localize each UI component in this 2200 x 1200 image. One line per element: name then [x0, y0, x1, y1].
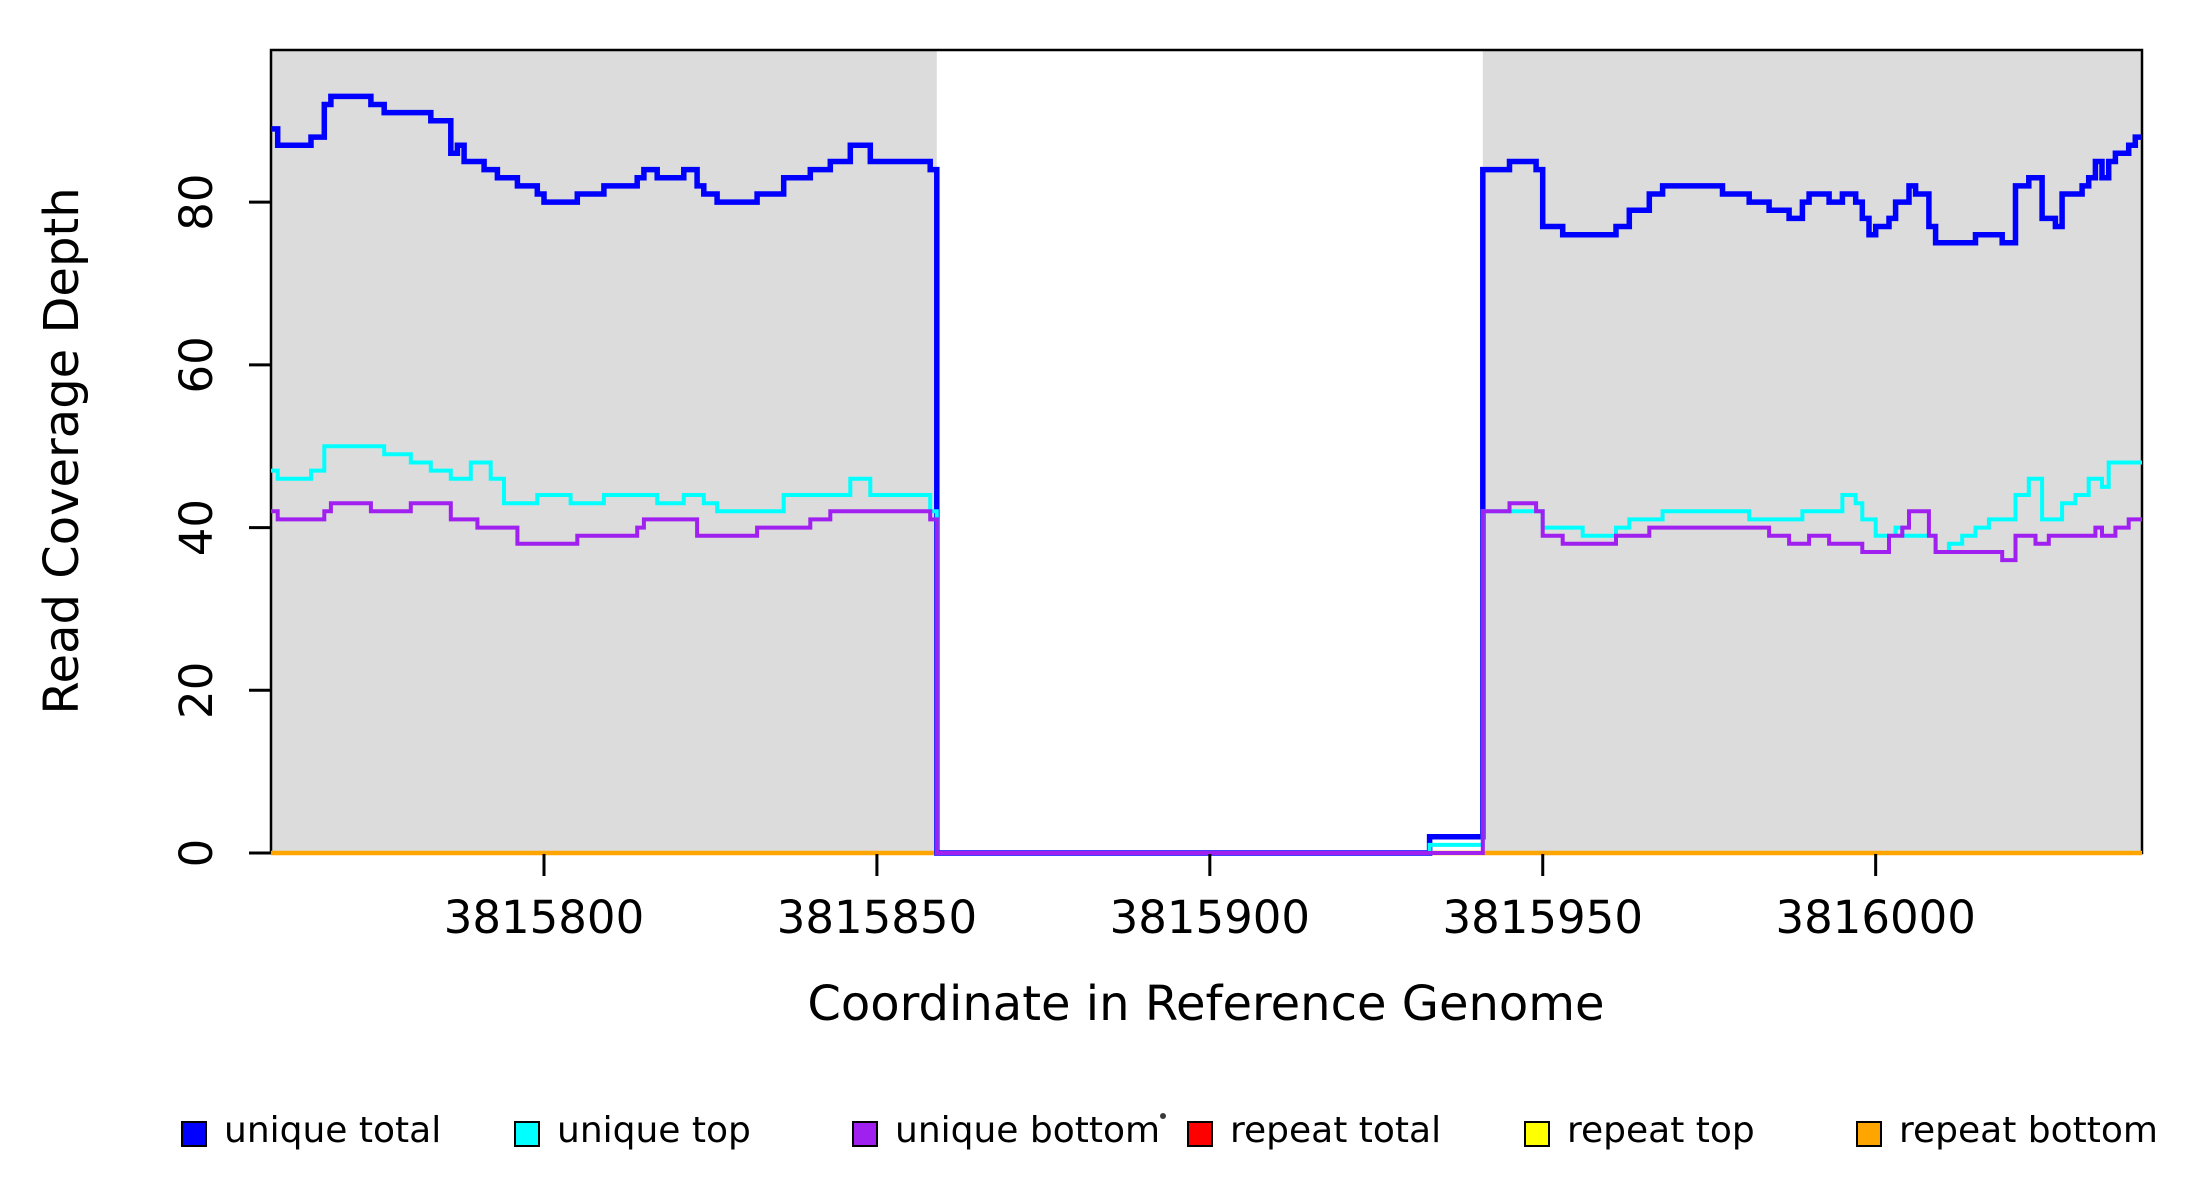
x-tick-label: 3815850 [777, 891, 977, 944]
legend: unique total unique top unique bottom repea… [181, 1110, 2158, 1151]
y-tick-label: 20 [170, 662, 223, 719]
legend-swatch-repeat-top [1524, 1121, 1550, 1147]
y-tick-label: 80 [170, 173, 223, 230]
legend-swatch-repeat-total [1187, 1121, 1213, 1147]
legend-swatch-repeat-bottom [1856, 1121, 1882, 1147]
legend-label-repeat-bottom: repeat bottom [1899, 1110, 2158, 1151]
x-tick-label: 3815900 [1110, 891, 1310, 944]
y-tick-label: 0 [170, 839, 223, 868]
stray-dot [1160, 1113, 1166, 1119]
x-tick-label: 3815950 [1443, 891, 1643, 944]
x-tick-label: 3816000 [1775, 891, 1975, 944]
y-axis-title: Read Coverage Depth [34, 187, 90, 714]
series-line-unique-top [271, 444, 2142, 855]
legend-label-repeat-top: repeat top [1567, 1110, 1755, 1151]
legend-label-unique-bottom: unique bottom [895, 1110, 1160, 1151]
x-axis-title: Coordinate in Reference Genome [807, 976, 1604, 1032]
legend-label-unique-total: unique total [224, 1110, 441, 1151]
series-line-unique-total [271, 93, 2142, 856]
y-tick-label: 60 [170, 336, 223, 393]
series-line-unique-bottom [271, 501, 2142, 855]
legend-label-unique-top: unique top [557, 1110, 751, 1151]
masked-region [1482, 50, 2142, 853]
legend-swatch-unique-total [181, 1121, 207, 1147]
legend-swatch-unique-top [514, 1121, 540, 1147]
legend-label-repeat-total: repeat total [1230, 1110, 1441, 1151]
plot-area: 3815800 3815850 3815900 3815950 3816000 0 20 40… [170, 48, 2144, 944]
legend-swatch-unique-bottom [852, 1121, 878, 1147]
x-tick-label: 3815800 [444, 891, 644, 944]
masked-region [271, 50, 937, 853]
y-tick-label: 40 [170, 499, 223, 556]
